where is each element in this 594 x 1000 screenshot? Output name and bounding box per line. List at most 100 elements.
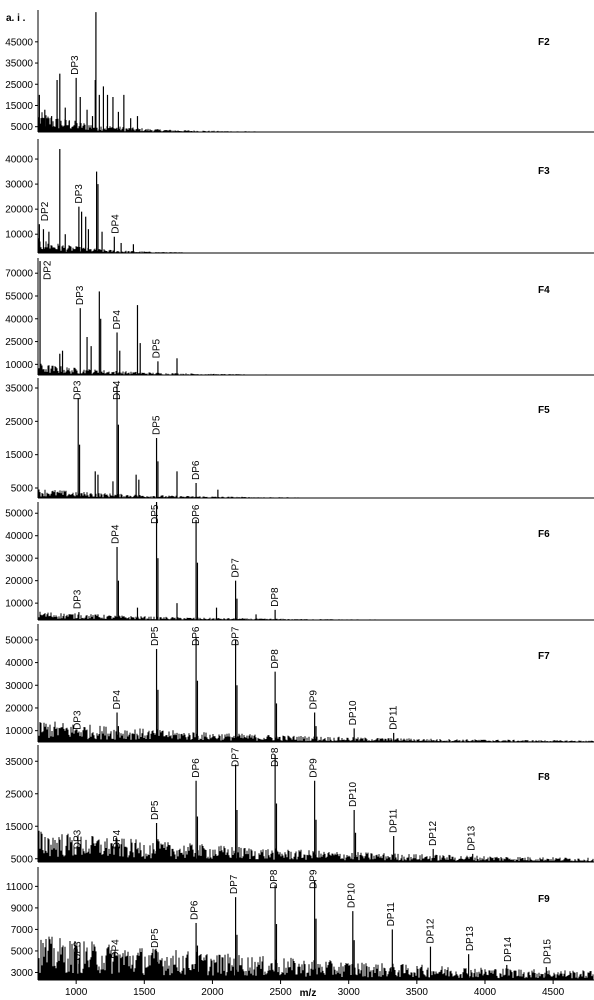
y-tick-label: 10000 xyxy=(5,230,33,241)
y-tick-label: 50000 xyxy=(5,635,33,646)
y-tick-label: 5000 xyxy=(11,854,34,865)
panel-label: F2 xyxy=(538,37,550,48)
y-tick-label: 70000 xyxy=(5,269,33,280)
y-tick-label: 7000 xyxy=(11,925,34,936)
peak-label: DP4 xyxy=(111,214,122,234)
y-tick-label: 55000 xyxy=(5,291,33,302)
peak-label: DP4 xyxy=(111,939,122,959)
peak-label: DP11 xyxy=(389,808,400,833)
noise-trace xyxy=(38,238,309,253)
y-tick-label: 30000 xyxy=(5,554,33,565)
x-tick-label: 2000 xyxy=(201,987,224,998)
peak-label: DP10 xyxy=(348,700,359,725)
peak-label: DP8 xyxy=(270,649,281,669)
peak-label: DP7 xyxy=(229,874,240,894)
y-tick-label: 3000 xyxy=(11,968,34,979)
peak-label: DP5 xyxy=(150,504,161,524)
peak-label: DP11 xyxy=(389,705,400,730)
noise-trace xyxy=(38,489,530,498)
y-tick-label: 15000 xyxy=(5,450,33,461)
peak-label: DP10 xyxy=(346,883,357,908)
peak-label: DP5 xyxy=(150,800,161,820)
y-tick-label: 11000 xyxy=(6,882,34,893)
noise-trace xyxy=(38,363,436,375)
peak-label: DP2 xyxy=(40,201,51,221)
peak-label: DP3 xyxy=(70,55,81,75)
y-tick-label: 10000 xyxy=(5,360,33,371)
y-tick-label: 15000 xyxy=(5,822,33,833)
y-tick-label: 25000 xyxy=(5,417,33,428)
spectra-panels: 5000 15000 25000 35000 45000 DP3 F2 10000 20000 3… xyxy=(5,10,594,981)
peak-label: DP12 xyxy=(428,821,439,846)
y-tick-label: 30000 xyxy=(5,180,33,191)
panel-label: F8 xyxy=(538,772,550,783)
spectrum-panel-f4: 10000 25000 40000 55000 70000 DP2 DP3 DP4 DP5 F4 xyxy=(5,258,594,376)
y-tick-label: 45000 xyxy=(5,37,33,48)
y-tick-label: 5000 xyxy=(11,946,34,957)
x-tick-label: 1500 xyxy=(133,987,156,998)
peak-label: DP9 xyxy=(308,758,319,778)
peak-label: DP9 xyxy=(308,690,319,710)
x-tick-label: 4000 xyxy=(474,987,497,998)
y-tick-label: 25000 xyxy=(5,789,33,800)
y-tick-label: 9000 xyxy=(11,903,34,914)
peak-label: DP4 xyxy=(112,690,123,710)
spectrum-panel-f8: 5000 15000 25000 35000 DP3 DP4 DP5 DP6 DP7 DP8 DP9… xyxy=(5,745,594,865)
peak-label: DP7 xyxy=(231,558,242,578)
y-tick-label: 40000 xyxy=(5,531,33,542)
peak-label: DP5 xyxy=(150,626,161,646)
y-tick-label: 5000 xyxy=(11,122,34,133)
peak-label: DP3 xyxy=(73,710,84,730)
peak-label: DP5 xyxy=(150,928,161,948)
peak-label: DP13 xyxy=(466,825,477,850)
spectrum-panel-f2: 5000 15000 25000 35000 45000 DP3 F2 xyxy=(5,10,594,133)
x-tick-label: 2500 xyxy=(269,987,292,998)
peak-label: DP11 xyxy=(386,902,397,927)
peak-label: DP3 xyxy=(73,380,84,400)
panel-label: F7 xyxy=(538,651,550,662)
peak-label: DP7 xyxy=(231,626,242,646)
peak-label: DP6 xyxy=(190,900,201,920)
y-tick-label: 25000 xyxy=(5,337,33,348)
peak-label: DP3 xyxy=(73,589,84,609)
peak-label: DP4 xyxy=(112,380,123,400)
panel-label: F3 xyxy=(538,166,550,177)
peak-label: DP3 xyxy=(75,285,86,305)
y-tick-label: 40000 xyxy=(5,314,33,325)
y-tick-label: 20000 xyxy=(5,576,33,587)
peak-label: DP10 xyxy=(348,782,359,807)
spectrum-panel-f5: 5000 15000 25000 35000 DP3 DP4 DP5 DP6 F5 xyxy=(5,378,594,499)
peak-label: DP8 xyxy=(269,869,280,889)
peak-label: DP5 xyxy=(152,338,163,358)
y-tick-label: 30000 xyxy=(5,681,33,692)
noise-trace xyxy=(38,611,594,620)
y-tick-label: 35000 xyxy=(5,757,33,768)
peak-label: DP9 xyxy=(308,869,319,889)
peak-label: DP8 xyxy=(270,747,281,767)
peak-label: DP2 xyxy=(43,260,54,280)
peak-label: DP4 xyxy=(111,524,122,544)
y-tick-label: 20000 xyxy=(5,703,33,714)
peak-label: DP3 xyxy=(73,829,84,849)
y-tick-label: 5000 xyxy=(11,484,34,495)
panel-label: F5 xyxy=(538,405,550,416)
y-tick-label: 50000 xyxy=(5,509,33,520)
peak-label: DP6 xyxy=(191,758,202,778)
panel-label: F4 xyxy=(538,285,550,296)
peak-label: DP6 xyxy=(191,460,202,480)
panel-label: F9 xyxy=(538,894,550,905)
y-tick-label: 40000 xyxy=(5,155,33,166)
peak-label: DP3 xyxy=(73,941,84,961)
x-tick-label: 3500 xyxy=(406,987,429,998)
x-tick-label: 3000 xyxy=(338,987,361,998)
y-tick-label: 20000 xyxy=(5,205,33,216)
spectrum-panel-f6: 10000 20000 30000 40000 50000 DP3 DP4 DP5 DP6 DP7… xyxy=(5,502,594,621)
peak-label: DP4 xyxy=(112,310,123,330)
noise-trace xyxy=(38,830,594,862)
y-unit-label: a. i . xyxy=(6,13,26,24)
peak-label: DP3 xyxy=(74,184,85,204)
x-axis-label: m/z xyxy=(300,988,317,999)
peak-label: DP15 xyxy=(543,939,554,964)
y-tick-label: 25000 xyxy=(5,80,33,91)
peak-label: DP5 xyxy=(152,415,163,435)
